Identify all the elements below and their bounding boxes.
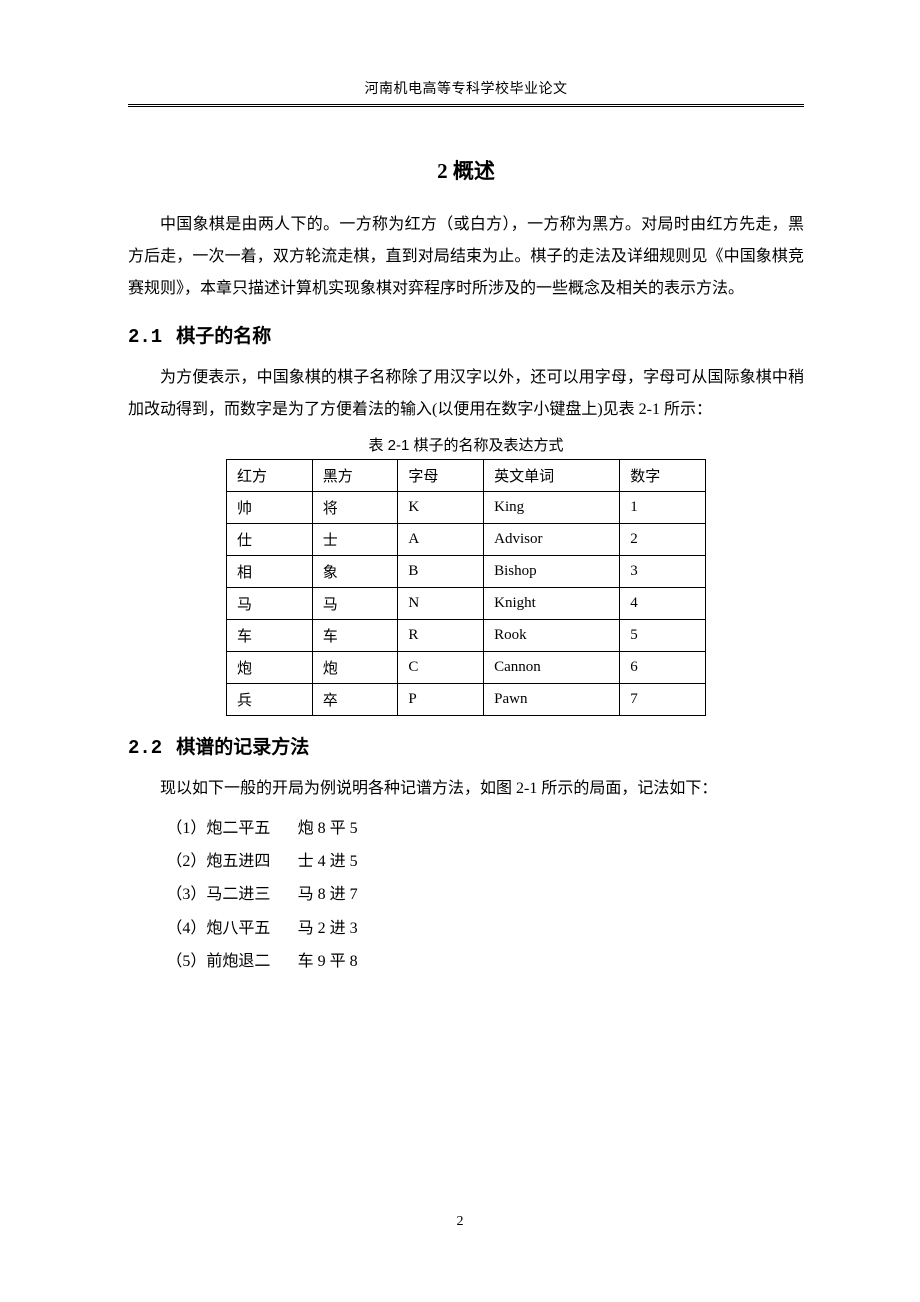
table-cell: 7 — [620, 684, 706, 716]
move-black: 炮 8 平 5 — [298, 820, 358, 837]
table-header-cell: 英文单词 — [484, 460, 620, 492]
table-header-cell: 数字 — [620, 460, 706, 492]
table-cell: 士 — [312, 524, 398, 556]
table-cell: 将 — [312, 492, 398, 524]
move-item: （5）前炮退二 车 9 平 8 — [166, 946, 804, 977]
table-cell: C — [398, 652, 484, 684]
table-cell: B — [398, 556, 484, 588]
table-cell: R — [398, 620, 484, 652]
table-row: 车 车 R Rook 5 — [227, 620, 706, 652]
section-2-1-title: 2.1 棋子的名称 — [128, 321, 804, 348]
table-cell: Rook — [484, 620, 620, 652]
chapter-title: 2 概述 — [128, 155, 804, 185]
move-list: （1）炮二平五 炮 8 平 5 （2）炮五进四 士 4 进 5 （3）马二进三 马 8… — [166, 813, 804, 977]
table-cell: Bishop — [484, 556, 620, 588]
move-red: 炮八平五 — [206, 920, 270, 937]
move-black: 士 4 进 5 — [298, 853, 358, 870]
table-cell: 炮 — [312, 652, 398, 684]
table-row: 炮 炮 C Cannon 6 — [227, 652, 706, 684]
section-heading-text: 棋谱的记录方法 — [176, 737, 309, 758]
move-number: （2） — [166, 853, 206, 870]
move-number: （3） — [166, 886, 206, 903]
table-cell: 炮 — [227, 652, 313, 684]
table-cell: 象 — [312, 556, 398, 588]
table-row: 仕 士 A Advisor 2 — [227, 524, 706, 556]
table-caption: 表 2-1 棋子的名称及表达方式 — [128, 434, 804, 455]
table-cell: A — [398, 524, 484, 556]
table-cell: 马 — [227, 588, 313, 620]
table-row: 帅 将 K King 1 — [227, 492, 706, 524]
table-header-row: 红方 黑方 字母 英文单词 数字 — [227, 460, 706, 492]
table-cell: 兵 — [227, 684, 313, 716]
move-red: 前炮退二 — [206, 953, 270, 970]
table-header-cell: 字母 — [398, 460, 484, 492]
move-black: 马 8 进 7 — [298, 886, 358, 903]
header-rule — [128, 104, 804, 107]
table-header-cell: 红方 — [227, 460, 313, 492]
move-item: （2）炮五进四 士 4 进 5 — [166, 846, 804, 877]
move-number: （1） — [166, 820, 206, 837]
move-black: 车 9 平 8 — [298, 953, 358, 970]
table-cell: 相 — [227, 556, 313, 588]
table-cell: King — [484, 492, 620, 524]
page-number: 2 — [0, 1214, 920, 1230]
move-item: （4）炮八平五 马 2 进 3 — [166, 913, 804, 944]
section-2-2-title: 2.2 棋谱的记录方法 — [128, 732, 804, 759]
table-row: 兵 卒 P Pawn 7 — [227, 684, 706, 716]
table-header-cell: 黑方 — [312, 460, 398, 492]
move-red: 炮五进四 — [206, 853, 270, 870]
table-cell: 车 — [227, 620, 313, 652]
move-number: （5） — [166, 953, 206, 970]
table-cell: 帅 — [227, 492, 313, 524]
move-black: 马 2 进 3 — [298, 920, 358, 937]
move-item: （1）炮二平五 炮 8 平 5 — [166, 813, 804, 844]
table-cell: Knight — [484, 588, 620, 620]
table-cell: 1 — [620, 492, 706, 524]
table-row: 相 象 B Bishop 3 — [227, 556, 706, 588]
move-red: 炮二平五 — [206, 820, 270, 837]
table-cell: Advisor — [484, 524, 620, 556]
table-row: 马 马 N Knight 4 — [227, 588, 706, 620]
table-cell: K — [398, 492, 484, 524]
move-red: 马二进三 — [206, 886, 270, 903]
table-cell: 5 — [620, 620, 706, 652]
table-cell: 卒 — [312, 684, 398, 716]
section-2-1-paragraph: 为方便表示，中国象棋的棋子名称除了用汉字以外，还可以用字母，字母可从国际象棋中稍… — [128, 362, 804, 426]
table-cell: Pawn — [484, 684, 620, 716]
table-cell: 车 — [312, 620, 398, 652]
table-cell: Cannon — [484, 652, 620, 684]
table-cell: P — [398, 684, 484, 716]
table-cell: 3 — [620, 556, 706, 588]
move-number: （4） — [166, 920, 206, 937]
table-cell: N — [398, 588, 484, 620]
table-cell: 6 — [620, 652, 706, 684]
table-cell: 马 — [312, 588, 398, 620]
section-number: 2.2 — [128, 737, 162, 759]
table-cell: 2 — [620, 524, 706, 556]
page-header: 河南机电高等专科学校毕业论文 — [128, 78, 804, 104]
piece-name-table: 红方 黑方 字母 英文单词 数字 帅 将 K King 1 仕 士 A Advi… — [226, 459, 706, 716]
intro-paragraph: 中国象棋是由两人下的。一方称为红方（或白方），一方称为黑方。对局时由红方先走，黑… — [128, 209, 804, 305]
section-2-2-paragraph: 现以如下一般的开局为例说明各种记谱方法，如图 2-1 所示的局面，记法如下： — [128, 773, 804, 805]
table-cell: 4 — [620, 588, 706, 620]
section-heading-text: 棋子的名称 — [176, 326, 271, 347]
section-number: 2.1 — [128, 326, 162, 348]
move-item: （3）马二进三 马 8 进 7 — [166, 879, 804, 910]
table-cell: 仕 — [227, 524, 313, 556]
